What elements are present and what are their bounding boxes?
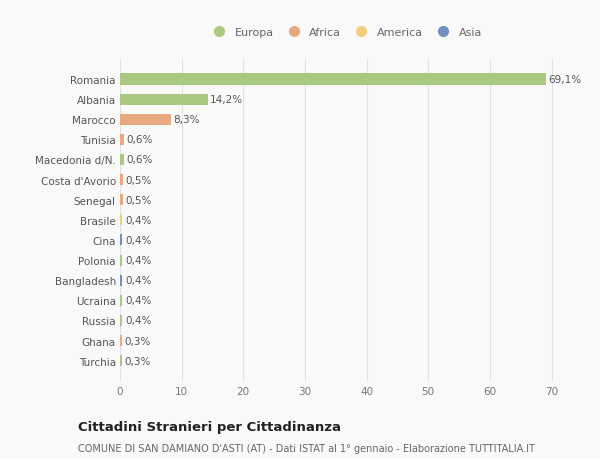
Bar bbox=[120, 315, 122, 326]
Bar bbox=[120, 235, 122, 246]
Bar bbox=[120, 275, 122, 286]
Text: 0,4%: 0,4% bbox=[125, 256, 151, 265]
Bar bbox=[120, 255, 122, 266]
Text: 0,4%: 0,4% bbox=[125, 215, 151, 225]
Bar bbox=[120, 134, 124, 146]
Bar bbox=[120, 95, 208, 106]
Text: 0,3%: 0,3% bbox=[124, 336, 151, 346]
Text: 8,3%: 8,3% bbox=[173, 115, 200, 125]
Text: 0,4%: 0,4% bbox=[125, 316, 151, 326]
Bar bbox=[120, 114, 171, 125]
Text: 0,6%: 0,6% bbox=[126, 155, 152, 165]
Text: Cittadini Stranieri per Cittadinanza: Cittadini Stranieri per Cittadinanza bbox=[78, 420, 341, 433]
Bar bbox=[120, 355, 122, 366]
Text: COMUNE DI SAN DAMIANO D'ASTI (AT) - Dati ISTAT al 1° gennaio - Elaborazione TUTT: COMUNE DI SAN DAMIANO D'ASTI (AT) - Dati… bbox=[78, 443, 535, 453]
Legend: Europa, Africa, America, Asia: Europa, Africa, America, Asia bbox=[203, 23, 487, 42]
Text: 0,5%: 0,5% bbox=[125, 195, 152, 205]
Bar bbox=[120, 155, 124, 166]
Bar bbox=[120, 195, 123, 206]
Text: 0,6%: 0,6% bbox=[126, 135, 152, 145]
Text: 0,3%: 0,3% bbox=[124, 356, 151, 366]
Text: 0,4%: 0,4% bbox=[125, 275, 151, 285]
Text: 14,2%: 14,2% bbox=[210, 95, 243, 105]
Bar bbox=[120, 215, 122, 226]
Text: 0,5%: 0,5% bbox=[125, 175, 152, 185]
Text: 0,4%: 0,4% bbox=[125, 235, 151, 246]
Text: 0,4%: 0,4% bbox=[125, 296, 151, 306]
Text: 69,1%: 69,1% bbox=[548, 75, 581, 85]
Bar bbox=[120, 295, 122, 306]
Bar bbox=[120, 335, 122, 346]
Bar bbox=[120, 74, 546, 85]
Bar bbox=[120, 174, 123, 186]
